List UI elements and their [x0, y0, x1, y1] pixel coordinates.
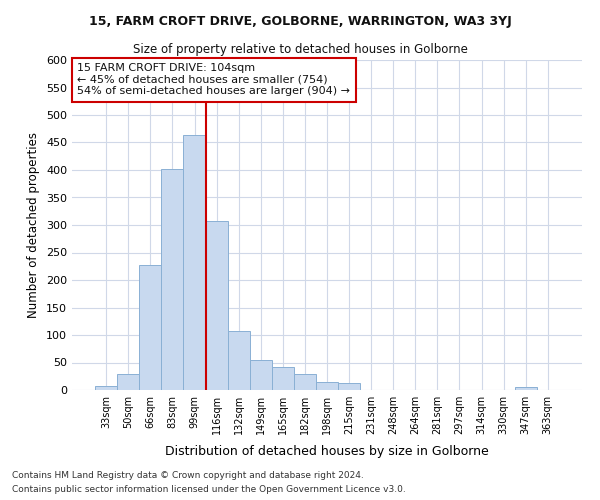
Bar: [272, 368, 294, 390]
Bar: [515, 387, 537, 390]
Bar: [117, 374, 139, 390]
Y-axis label: Number of detached properties: Number of detached properties: [28, 132, 40, 318]
Text: Size of property relative to detached houses in Golborne: Size of property relative to detached ho…: [133, 42, 467, 56]
Text: 15 FARM CROFT DRIVE: 104sqm
← 45% of detached houses are smaller (754)
54% of se: 15 FARM CROFT DRIVE: 104sqm ← 45% of det…: [77, 64, 350, 96]
X-axis label: Distribution of detached houses by size in Golborne: Distribution of detached houses by size …: [165, 446, 489, 458]
Text: Contains public sector information licensed under the Open Government Licence v3: Contains public sector information licen…: [12, 486, 406, 494]
Text: 15, FARM CROFT DRIVE, GOLBORNE, WARRINGTON, WA3 3YJ: 15, FARM CROFT DRIVE, GOLBORNE, WARRINGT…: [89, 15, 511, 28]
Bar: [316, 382, 338, 390]
Bar: [184, 136, 206, 390]
Bar: [206, 221, 227, 390]
Bar: [250, 360, 272, 390]
Bar: [161, 169, 184, 390]
Bar: [294, 374, 316, 390]
Bar: [338, 383, 360, 390]
Bar: [227, 330, 250, 390]
Text: Contains HM Land Registry data © Crown copyright and database right 2024.: Contains HM Land Registry data © Crown c…: [12, 470, 364, 480]
Bar: [95, 386, 117, 390]
Bar: [139, 264, 161, 390]
